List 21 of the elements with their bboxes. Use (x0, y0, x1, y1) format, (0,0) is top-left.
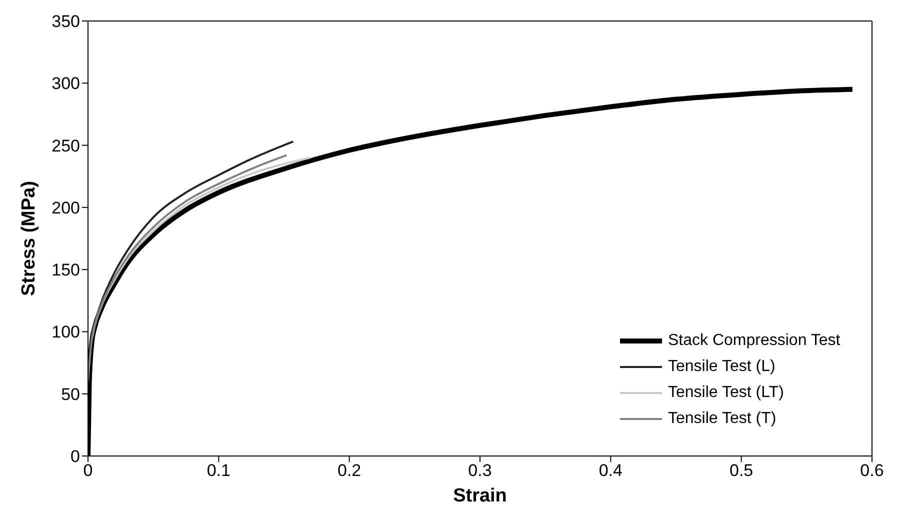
x-tick-label: 0.2 (338, 461, 362, 480)
y-tick-label: 0 (70, 447, 80, 466)
legend-label: Tensile Test (T) (668, 409, 776, 429)
legend-label: Tensile Test (L) (668, 357, 776, 377)
y-axis-title: Stress (MPa) (18, 180, 40, 296)
y-tick-label: 100 (52, 322, 80, 342)
x-tick-label: 0.6 (860, 461, 884, 480)
y-tick-label: 250 (52, 136, 80, 156)
y-tick-label: 300 (52, 74, 80, 94)
x-tick-label: 0.5 (730, 461, 754, 480)
x-axis-title: Strain (453, 485, 507, 506)
legend-label: Stack Compression Test (668, 331, 840, 351)
y-tick-label: 350 (52, 12, 80, 32)
y-tick-label: 150 (52, 260, 80, 280)
x-tick-label: 0.1 (206, 461, 230, 480)
y-tick-label: 50 (61, 384, 80, 404)
legend-label: Tensile Test (LT) (668, 383, 784, 403)
x-tick-label: 0.4 (598, 461, 622, 480)
x-tick-label: 0.3 (468, 461, 492, 480)
y-tick-label: 200 (52, 198, 80, 218)
x-tick-label: 0 (83, 461, 93, 480)
